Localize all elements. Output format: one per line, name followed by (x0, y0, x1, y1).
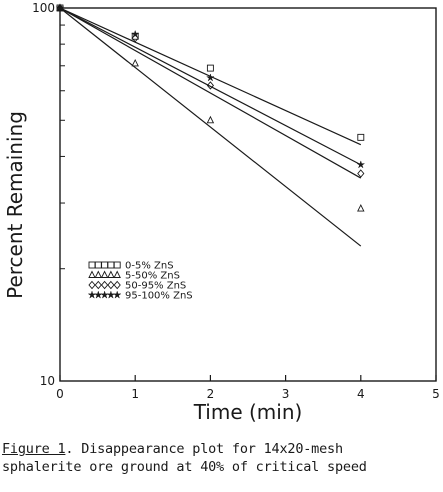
legend-diamond-marker (113, 280, 121, 290)
legend-label: 95-100% ZnS (125, 291, 193, 302)
legend-triangle-marker (94, 270, 103, 278)
fit-line (59, 7, 362, 247)
legend-diamond-marker (94, 280, 102, 290)
square-marker (206, 64, 214, 72)
plot-frame (59, 7, 437, 382)
legend-star-marker (100, 290, 110, 299)
fit-lines (59, 7, 362, 247)
legend-diamond-marker (107, 280, 115, 290)
legend-square-marker (88, 261, 96, 269)
figure-label: Figure 1 (2, 441, 66, 457)
legend-square-marker (101, 261, 109, 269)
triangle-marker (357, 204, 365, 212)
legend-square-marker (107, 261, 115, 269)
y-tick-label: 100 (32, 1, 55, 15)
star-marker (55, 3, 65, 12)
legend-triangle-marker (100, 270, 109, 278)
x-tick-label: 0 (56, 387, 64, 401)
caption-line-2: sphalerite ore ground at 40% of critical… (2, 459, 367, 475)
legend-label: 5-50% ZnS (125, 271, 180, 282)
triangle-marker (206, 115, 215, 124)
legend-label: 50-95% ZnS (125, 281, 186, 292)
fit-line (59, 7, 362, 166)
star-marker (356, 160, 366, 169)
axis-ticks: 0 1 2 3 4 5 10 100 (32, 1, 440, 401)
square-marker (357, 133, 365, 141)
x-axis-title: Time (min) (193, 400, 303, 424)
legend-square-marker (113, 261, 121, 269)
x-tick-label: 5 (432, 387, 440, 401)
y-tick-label: 10 (40, 374, 55, 388)
x-tick-label: 1 (131, 387, 139, 401)
x-tick-label: 3 (282, 387, 290, 401)
triangle-marker (131, 58, 139, 67)
data-markers (55, 3, 366, 212)
legend-star-marker (87, 290, 97, 299)
caption-line-1-text: . Disappearance plot for 14x20-mesh (65, 441, 343, 457)
plot-border (59, 7, 437, 382)
figure-caption: Figure 1. Disappearance plot for 14x20-m… (2, 440, 442, 476)
legend-label: 0-5% ZnS (125, 261, 174, 272)
legend-square-marker (94, 261, 102, 269)
legend-triangle-marker (113, 270, 121, 278)
legend-triangle-marker (107, 270, 115, 278)
x-tick-label: 2 (207, 387, 215, 401)
caption-line-1: Figure 1. Disappearance plot for 14x20-m… (2, 440, 442, 458)
diamond-marker (206, 81, 214, 90)
legend-star-marker (112, 290, 122, 299)
star-marker (205, 73, 215, 82)
legend-diamond-marker (88, 280, 96, 290)
legend-star-marker (93, 290, 103, 299)
star-marker (130, 29, 140, 39)
legend-star-marker (106, 290, 116, 299)
legend-diamond-marker (101, 280, 109, 290)
fit-line (59, 7, 362, 179)
diamond-marker (357, 169, 365, 178)
x-tick-label: 4 (357, 387, 365, 401)
y-axis-title: Percent Remaining (3, 111, 27, 299)
legend-triangle-marker (88, 270, 96, 278)
